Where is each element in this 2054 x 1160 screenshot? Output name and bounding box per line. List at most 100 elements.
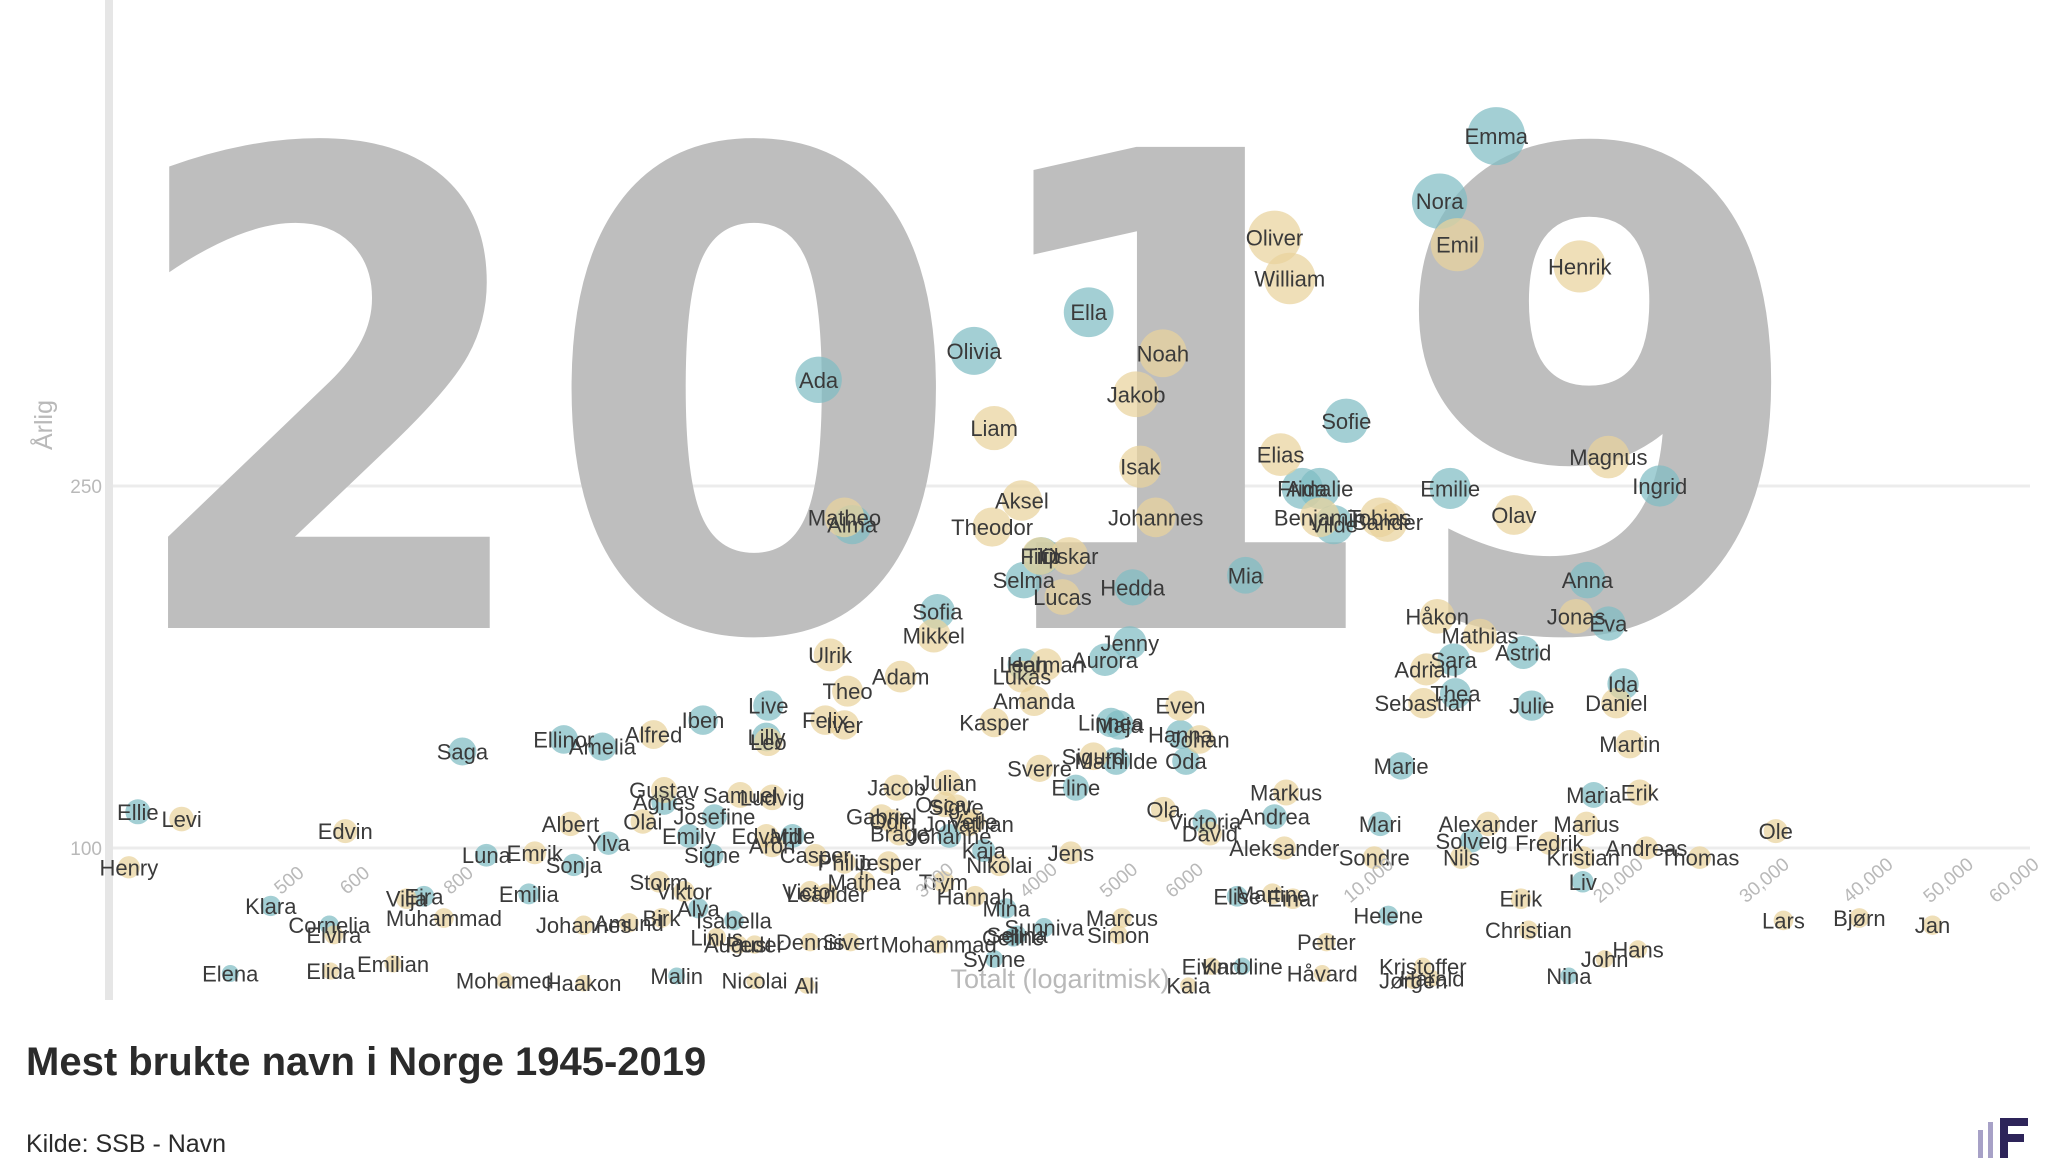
point-label: Edvin	[318, 819, 373, 844]
scatter-point	[964, 885, 986, 907]
scatter-point	[884, 660, 917, 693]
scatter-point	[668, 967, 686, 985]
point-label: Selina	[987, 923, 1049, 948]
point-label: Even	[1155, 694, 1205, 719]
point-label: Lilly	[747, 725, 785, 750]
point-label: Eline	[1051, 776, 1100, 801]
scatter-points	[117, 107, 1943, 994]
point-label: Trym	[919, 870, 968, 895]
scatter-point	[1180, 977, 1197, 994]
scatter-point	[745, 935, 764, 954]
scatter-point	[1494, 495, 1534, 535]
scatter-point	[630, 809, 656, 834]
scatter-point	[1463, 618, 1497, 653]
scatter-point	[1572, 871, 1594, 893]
point-labels: Emma Nora Ella Olivia Ada Sofie Emilie Ingrid Am…	[100, 124, 1951, 998]
scatter-point	[1553, 240, 1606, 293]
scatter-point	[1029, 648, 1063, 681]
scatter-point	[1459, 828, 1484, 853]
scatter-point	[1062, 774, 1089, 801]
scatter-point	[588, 732, 617, 761]
scatter-point	[396, 888, 417, 910]
scatter-point	[1922, 915, 1943, 935]
point-label: Aurora	[1072, 648, 1139, 673]
scatter-point	[1007, 925, 1027, 945]
f-logo-icon	[1978, 1118, 2028, 1158]
point-label: Lars	[1762, 908, 1805, 933]
scatter-point	[1476, 811, 1501, 837]
scatter-point	[1574, 811, 1599, 837]
point-label: Sondre	[1339, 846, 1410, 871]
point-label: Ali	[794, 974, 818, 999]
scatter-point	[972, 406, 1017, 451]
point-label: Selma	[993, 568, 1056, 593]
scatter-point	[937, 824, 962, 848]
scatter-point	[1437, 643, 1470, 677]
scatter-point	[728, 935, 748, 954]
point-label: Philip	[818, 850, 872, 875]
point-label: Sverre	[1007, 756, 1072, 781]
point-label: Petter	[1297, 930, 1356, 955]
point-label: Martin	[1599, 732, 1660, 757]
scatter-point	[754, 727, 783, 757]
point-label: Julian	[919, 771, 976, 796]
scatter-point	[1138, 329, 1187, 378]
point-label: Victoria	[1168, 809, 1242, 834]
point-label: Lukas	[993, 665, 1052, 690]
point-label: Anna	[1562, 568, 1614, 593]
point-label: Storm	[629, 870, 688, 895]
scatter-point	[727, 781, 754, 808]
point-label: Jonathan	[923, 812, 1014, 837]
point-label: Eva	[1589, 612, 1628, 637]
point-label: Frida	[1277, 476, 1328, 501]
scatter-point	[816, 883, 838, 905]
point-label: Alva	[677, 896, 721, 921]
scatter-point	[125, 799, 151, 825]
point-label: Noah	[1137, 341, 1190, 366]
scatter-point	[322, 962, 340, 980]
point-label: Mina	[982, 896, 1030, 921]
point-label: Mohammad	[881, 933, 997, 958]
point-label: Sander	[1352, 510, 1423, 535]
point-label: Andrea	[1239, 805, 1311, 830]
point-label: Kristian	[1547, 846, 1620, 871]
scatter-point	[950, 326, 999, 375]
scatter-point	[798, 977, 815, 994]
point-label: Ylva	[587, 831, 631, 856]
point-label: David	[1182, 822, 1238, 847]
point-label: Brage	[870, 822, 929, 847]
point-label: Malin	[650, 964, 703, 989]
x-tick-label: 6000	[1162, 859, 1208, 902]
scatter-point	[707, 927, 726, 947]
point-label: Eirik	[1500, 887, 1544, 912]
point-label: Emilian	[357, 952, 429, 977]
scatter-point	[1634, 836, 1658, 860]
point-label: Julie	[1509, 694, 1554, 719]
scatter-point	[1262, 804, 1287, 830]
point-label: Gabriel	[846, 805, 917, 830]
scatter-point	[972, 507, 1012, 547]
point-label: Håkon	[1405, 604, 1469, 629]
scatter-point	[1506, 636, 1540, 669]
x-tick-label: 30,000	[1736, 854, 1794, 907]
point-label: Elias	[1257, 443, 1305, 468]
point-label: Adrian	[1394, 657, 1458, 682]
scatter-point	[1763, 819, 1788, 844]
scatter-point	[700, 843, 724, 867]
point-label: Luna	[462, 843, 512, 868]
scatter-point	[651, 908, 672, 928]
scatter-point	[648, 871, 670, 893]
scatter-point	[1259, 433, 1302, 477]
point-label: Maja	[1095, 713, 1143, 738]
scatter-point	[1571, 846, 1595, 870]
point-label: Erik	[1621, 780, 1660, 805]
point-label: Felix	[802, 708, 848, 733]
scatter-point	[549, 725, 579, 754]
scatter-point	[260, 895, 281, 917]
point-label: Magnus	[1569, 445, 1647, 470]
scatter-point	[799, 880, 821, 902]
scatter-point	[496, 972, 514, 990]
scatter-point	[1025, 754, 1054, 782]
scatter-point	[972, 838, 996, 862]
source-note: Kilde: SSB - Navn	[26, 1130, 227, 1158]
